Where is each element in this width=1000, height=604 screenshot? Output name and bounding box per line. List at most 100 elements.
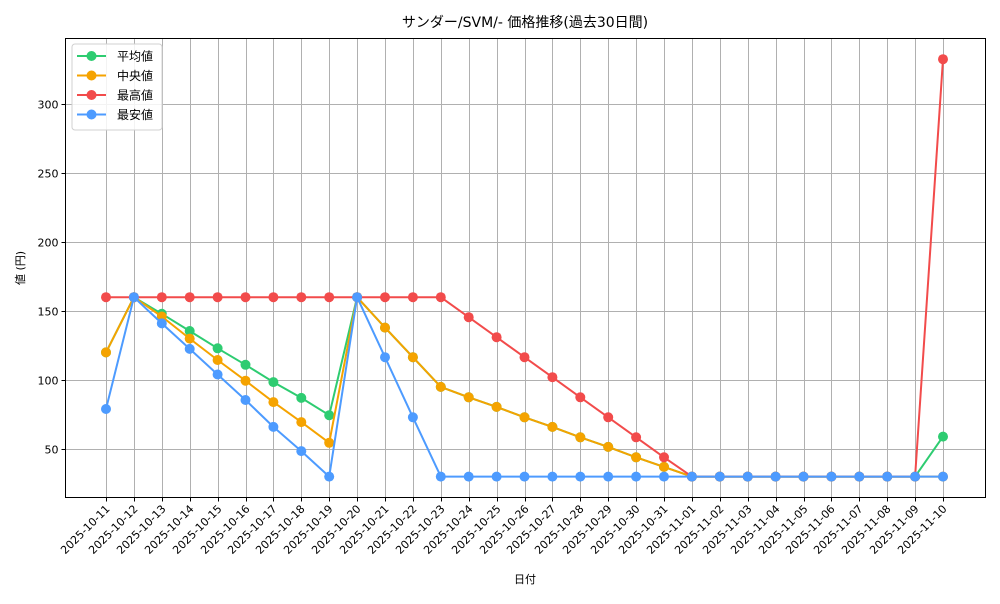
data-point-marker <box>547 471 558 482</box>
data-point-marker <box>212 292 223 303</box>
data-point-marker <box>324 471 335 482</box>
chart-title: サンダー/SVM/- 価格推移(過去30日間) <box>402 15 648 31</box>
data-point-marker <box>296 292 307 303</box>
data-point-marker <box>714 471 725 482</box>
data-point-marker <box>212 343 223 354</box>
data-point-marker <box>352 292 363 303</box>
y-tick-label: 250 <box>38 168 59 181</box>
legend-label: 最安値 <box>117 107 153 122</box>
data-point-marker <box>631 471 642 482</box>
data-point-marker <box>324 437 335 448</box>
y-axis-label: 値 (円) <box>14 251 27 285</box>
y-tick-label: 50 <box>45 444 59 457</box>
data-point-marker <box>128 292 139 303</box>
data-point-marker <box>770 471 781 482</box>
legend-box <box>71 43 163 131</box>
data-point-marker <box>324 292 335 303</box>
data-point-marker <box>491 471 502 482</box>
data-point-marker <box>184 326 195 336</box>
data-point-marker <box>324 410 335 421</box>
data-point-marker <box>882 471 893 482</box>
legend-item: 中央値 <box>77 68 153 83</box>
y-tick-label: 150 <box>38 306 59 319</box>
data-point-marker <box>240 292 251 303</box>
data-point-marker <box>156 318 167 329</box>
data-point-marker <box>101 347 111 358</box>
data-point-marker <box>268 421 279 432</box>
data-point-marker <box>686 471 697 482</box>
legend-item: 最高値 <box>77 88 153 103</box>
data-point-marker <box>296 446 307 457</box>
data-series <box>101 54 948 482</box>
series-1 <box>101 292 948 482</box>
data-point-marker <box>575 432 586 443</box>
legend-label: 平均値 <box>117 49 153 64</box>
data-point-marker <box>101 404 111 414</box>
data-point-marker <box>631 432 642 443</box>
data-point-marker <box>575 471 586 482</box>
data-point-marker <box>742 471 753 482</box>
data-point-marker <box>268 377 279 388</box>
data-point-marker <box>240 359 251 370</box>
legend-marker-swatch <box>86 109 97 120</box>
x-axis-label: 日付 <box>514 573 536 586</box>
data-point-marker <box>798 471 809 482</box>
data-point-marker <box>268 292 279 303</box>
data-point-marker <box>659 452 669 463</box>
data-point-marker <box>380 322 390 333</box>
legend-item: 平均値 <box>77 49 153 64</box>
data-point-marker <box>268 397 279 408</box>
data-point-marker <box>547 372 558 383</box>
x-axis: 2025-10-112025-10-122025-10-132025-10-14… <box>58 497 950 557</box>
data-point-marker <box>240 375 251 386</box>
data-point-marker <box>212 369 223 380</box>
data-point-marker <box>659 471 669 482</box>
data-point-marker <box>407 412 418 423</box>
data-point-marker <box>575 392 586 403</box>
data-point-marker <box>184 343 195 354</box>
legend-label: 最高値 <box>117 88 153 103</box>
legend-marker-swatch <box>86 90 97 100</box>
legend-marker-swatch <box>86 70 97 81</box>
data-point-marker <box>519 352 530 363</box>
data-point-marker <box>240 395 251 405</box>
data-point-marker <box>435 471 446 482</box>
data-point-marker <box>854 471 865 482</box>
series-0 <box>101 292 948 482</box>
data-point-marker <box>519 471 530 482</box>
data-point-marker <box>101 292 111 303</box>
data-point-marker <box>659 461 669 472</box>
data-point-marker <box>491 332 502 343</box>
data-point-marker <box>380 292 390 303</box>
data-point-marker <box>463 392 474 403</box>
data-point-marker <box>156 311 167 322</box>
y-tick-label: 200 <box>38 237 59 250</box>
data-point-marker <box>491 401 502 412</box>
data-point-marker <box>938 471 948 482</box>
data-point-marker <box>603 471 614 482</box>
data-point-marker <box>519 412 530 423</box>
data-point-marker <box>212 355 223 365</box>
data-point-marker <box>603 441 614 452</box>
data-point-marker <box>463 312 474 323</box>
data-point-marker <box>184 333 195 344</box>
legend-marker-swatch <box>86 51 97 61</box>
y-tick-label: 300 <box>38 99 59 112</box>
data-point-marker <box>435 381 446 392</box>
data-point-marker <box>380 352 390 363</box>
data-point-marker <box>407 292 418 303</box>
data-point-marker <box>296 392 307 403</box>
data-point-marker <box>463 471 474 482</box>
data-point-marker <box>435 292 446 303</box>
legend-label: 中央値 <box>117 68 153 83</box>
y-axis: 50 100 150 200 250 300 <box>38 99 66 457</box>
data-point-marker <box>547 421 558 432</box>
grid-lines <box>65 38 986 498</box>
data-point-marker <box>603 412 614 423</box>
legend-item: 最安値 <box>77 107 153 122</box>
data-point-marker <box>938 54 948 65</box>
data-point-marker <box>296 417 307 428</box>
